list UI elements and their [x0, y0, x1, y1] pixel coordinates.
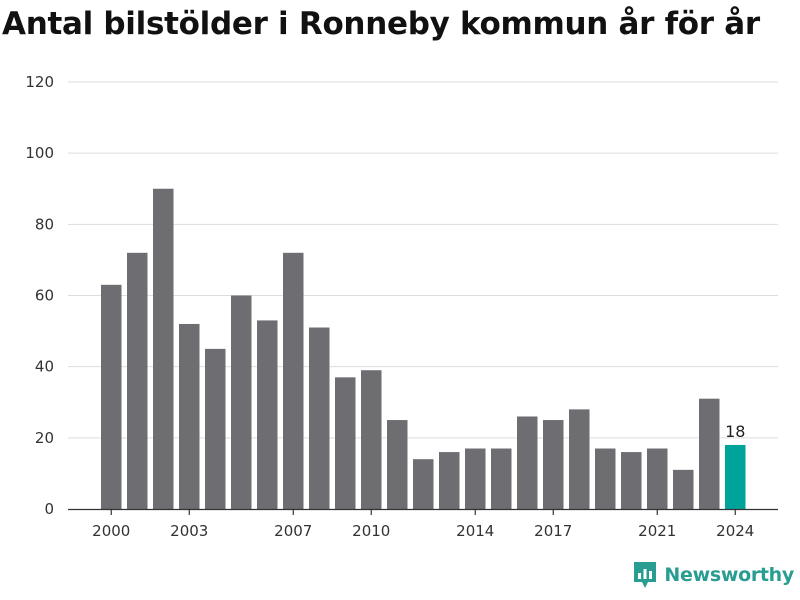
x-tick-label: 2014 — [456, 522, 494, 540]
bar-2007 — [283, 252, 304, 510]
brand-name: Newsworthy — [664, 564, 794, 586]
y-tick-label: 120 — [25, 73, 54, 91]
bar-2004 — [205, 348, 226, 509]
x-tick-label: 2017 — [534, 522, 572, 540]
x-tick-label: 2007 — [274, 522, 312, 540]
bar-2020 — [621, 452, 642, 509]
y-tick-label: 80 — [35, 215, 54, 233]
bar-2021 — [647, 448, 668, 509]
bars — [101, 188, 746, 510]
bar-2010 — [361, 370, 382, 509]
x-tick-label: 2003 — [170, 522, 208, 540]
y-tick-label: 100 — [25, 144, 54, 162]
bar-2000 — [101, 284, 122, 509]
bar-2018 — [569, 409, 590, 509]
y-axis-tick-labels: 0 20 40 60 80 100 120 — [25, 73, 54, 518]
y-tick-label: 40 — [35, 358, 54, 376]
x-tick-label: 2021 — [638, 522, 676, 540]
bar-2009 — [335, 377, 356, 509]
bar-2014 — [465, 448, 486, 509]
bar-2001 — [127, 252, 148, 510]
bar-2024 — [725, 444, 746, 509]
data-label-2024: 18 — [725, 422, 745, 441]
chart-title: Antal bilstölder i Ronneby kommun år för… — [2, 6, 760, 42]
bar-2003 — [179, 323, 200, 509]
bar-2008 — [309, 327, 330, 509]
newsworthy-logo-icon — [634, 562, 657, 588]
grid-lines — [68, 81, 778, 439]
x-tick-label: 2010 — [352, 522, 390, 540]
bar-2013 — [439, 452, 460, 509]
bar-2019 — [595, 448, 616, 509]
x-tick-label: 2000 — [92, 522, 130, 540]
bar-2016 — [517, 416, 538, 509]
bar-2012 — [413, 459, 434, 509]
bar-2011 — [387, 420, 408, 509]
bar-2005 — [231, 295, 252, 509]
data-labels: 18 — [725, 422, 745, 441]
x-axis: 2000 2003 2007 2010 2014 2017 2021 2024 — [68, 508, 778, 540]
bar-2015 — [491, 448, 512, 509]
bar-2006 — [257, 320, 278, 509]
bar-2017 — [543, 420, 564, 509]
y-tick-label: 0 — [44, 500, 54, 518]
bar-2022 — [673, 469, 694, 509]
brand-logo: Newsworthy — [632, 560, 794, 590]
bar-2002 — [153, 188, 174, 509]
y-tick-label: 20 — [35, 429, 54, 447]
bar-2023 — [699, 398, 720, 509]
x-tick-label: 2024 — [716, 522, 754, 540]
y-tick-label: 60 — [35, 287, 54, 305]
